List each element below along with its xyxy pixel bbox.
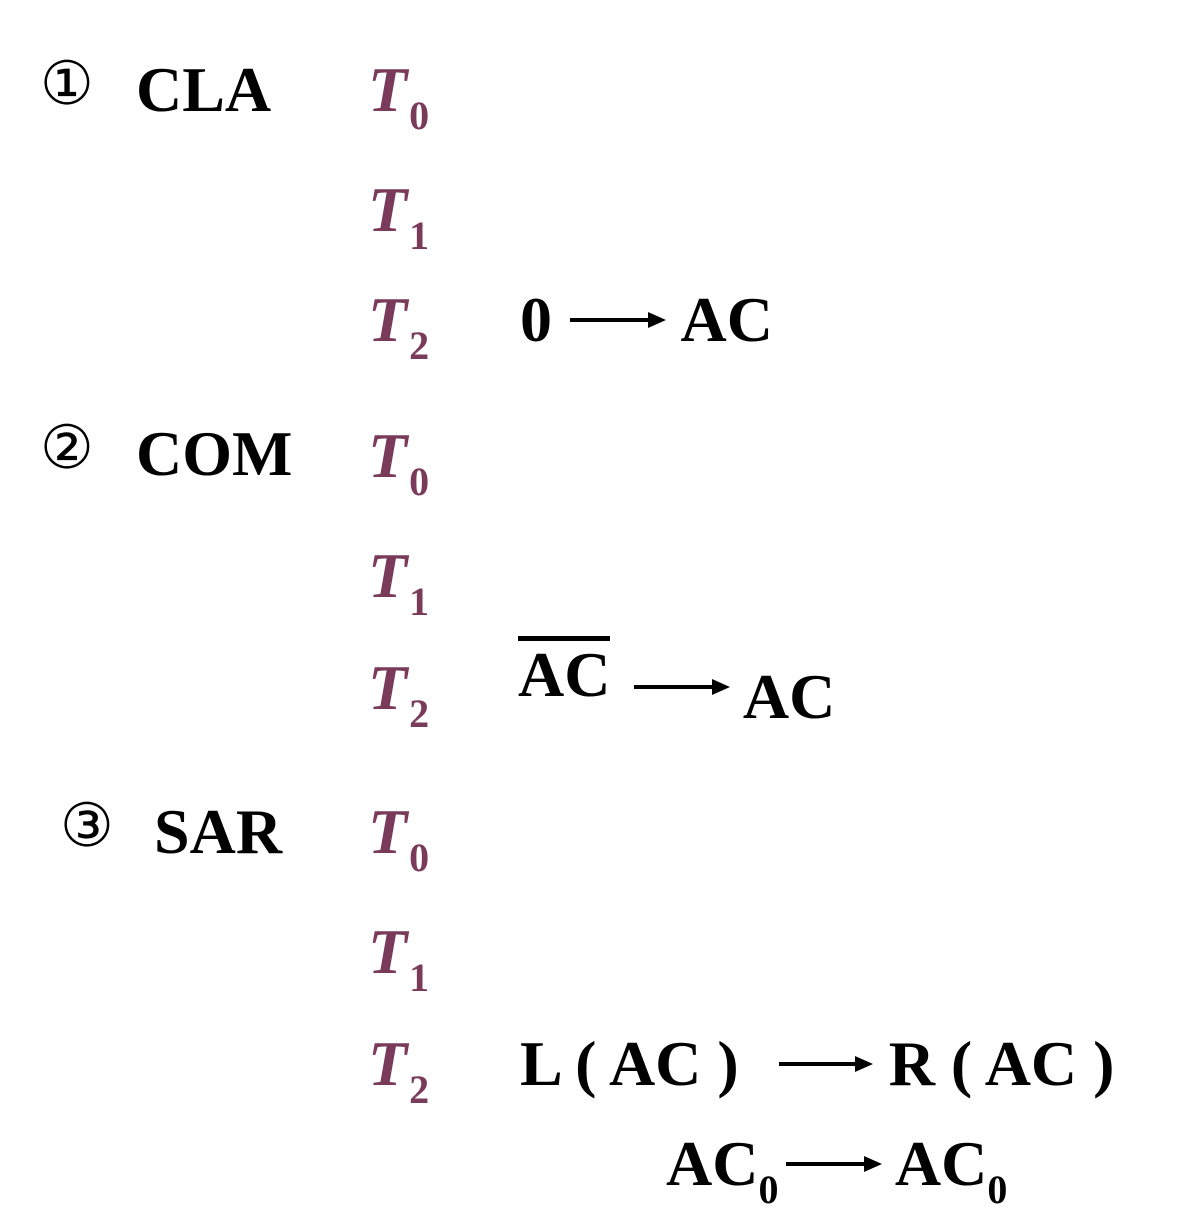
right-arrow-icon	[634, 679, 731, 696]
tstate-t0: T0	[368, 796, 430, 880]
micro-op-keep-sign-bit: AC0 AC0	[666, 1132, 1007, 1210]
op-source-complemented: AC	[518, 636, 611, 707]
tstate-t0: T0	[368, 420, 430, 504]
op-destination: AC0	[894, 1128, 1008, 1212]
instruction-name-sar: SAR	[154, 796, 283, 867]
tstate-t1: T1	[368, 916, 430, 1000]
micro-op-complement-ac: AC AC	[518, 636, 835, 729]
micro-op-clear-ac: 0 AC	[520, 288, 773, 352]
tstate-t2: T2	[368, 1028, 430, 1112]
tstate-t2: T2	[368, 652, 430, 736]
circled-number-2: ②	[40, 413, 94, 483]
circled-number-1: ①	[40, 49, 94, 119]
micro-op-shift-right: L ( AC ) R ( AC )	[520, 1032, 1114, 1096]
instruction-name-cla: CLA	[136, 54, 272, 125]
op-source: AC0	[666, 1128, 779, 1212]
op-destination: AC	[680, 284, 773, 355]
tstate-t1: T1	[368, 174, 430, 258]
right-arrow-icon	[570, 312, 666, 329]
op-source: L ( AC )	[520, 1028, 739, 1099]
tstate-t1: T1	[368, 540, 430, 624]
op-source: 0	[520, 284, 552, 355]
instruction-name-com: COM	[136, 418, 293, 489]
right-arrow-icon	[778, 1056, 873, 1073]
circled-number-3: ③	[60, 791, 114, 861]
op-destination: AC	[742, 661, 836, 732]
right-arrow-icon	[786, 1156, 883, 1173]
tstate-t0: T0	[368, 54, 430, 138]
tstate-t2: T2	[368, 284, 430, 368]
op-destination: R ( AC )	[888, 1028, 1115, 1099]
